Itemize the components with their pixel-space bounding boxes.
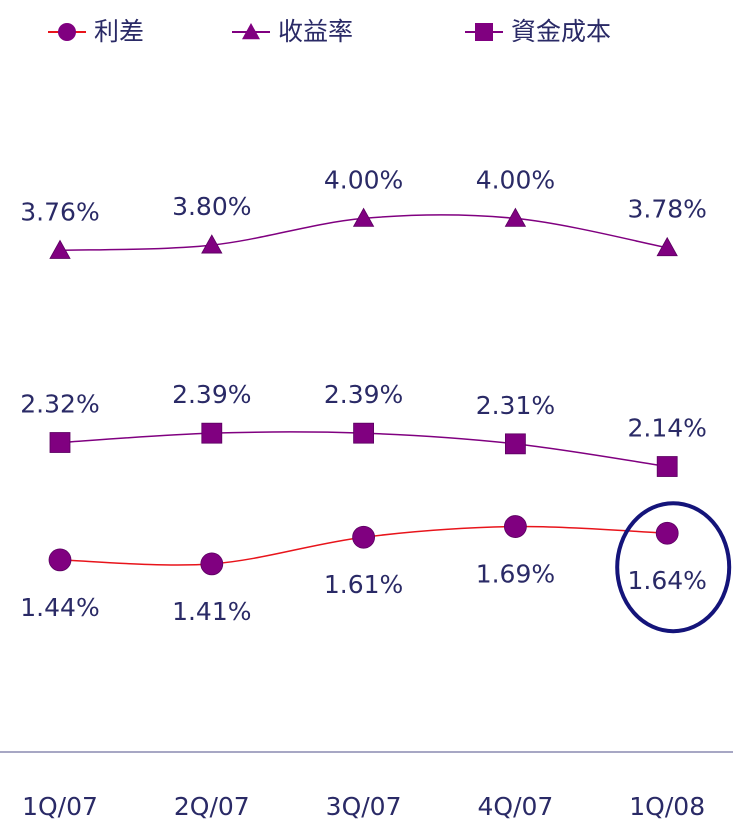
marker <box>656 456 678 477</box>
x-tick-label: 2Q/07 <box>174 792 250 821</box>
data-label: 3.76% <box>20 197 99 226</box>
data-label: 1.61% <box>324 570 403 599</box>
marker <box>504 515 527 538</box>
marker <box>49 239 71 259</box>
data-label: 2.39% <box>324 380 403 409</box>
marker <box>200 552 224 576</box>
data-label: 3.80% <box>172 192 251 221</box>
marker <box>201 234 223 254</box>
highlight-circle <box>615 501 732 634</box>
marker <box>201 422 223 444</box>
data-label: 1.64% <box>627 566 706 595</box>
legend-marker <box>242 23 260 40</box>
marker <box>353 422 375 444</box>
legend-marker <box>58 23 76 41</box>
data-label: 1.69% <box>476 560 555 589</box>
data-label: 2.39% <box>172 380 251 409</box>
data-label: 1.44% <box>20 593 99 622</box>
data-label: 3.78% <box>627 195 706 224</box>
legend-label: 資金成本 <box>511 17 611 46</box>
data-label: 2.14% <box>627 414 706 443</box>
data-label: 2.32% <box>20 390 99 419</box>
data-label: 4.00% <box>324 165 403 194</box>
legend-label: 收益率 <box>278 17 353 46</box>
x-tick-label: 1Q/08 <box>629 792 705 821</box>
marker <box>504 207 527 227</box>
x-tick-label: 1Q/07 <box>22 792 98 821</box>
x-tick-label: 3Q/07 <box>326 792 402 821</box>
x-tick-label: 4Q/07 <box>477 792 553 821</box>
marker <box>48 548 72 572</box>
legend-marker <box>475 23 493 41</box>
marker <box>655 521 679 545</box>
marker <box>49 432 71 453</box>
data-label: 1.41% <box>172 597 251 626</box>
marker <box>352 525 376 549</box>
data-label: 2.31% <box>476 391 555 420</box>
marker <box>656 236 678 257</box>
marker <box>504 433 526 455</box>
marker <box>352 207 375 227</box>
legend-label: 利差 <box>94 17 144 46</box>
data-label: 4.00% <box>476 165 555 194</box>
